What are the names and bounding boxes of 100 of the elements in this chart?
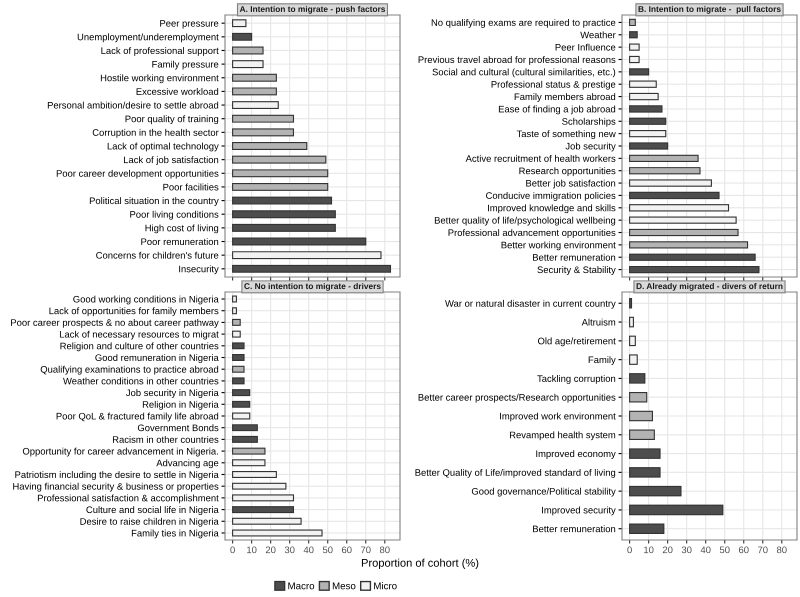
bar bbox=[232, 224, 336, 232]
y-tick-label: Previous travel abroad for professional reasons bbox=[418, 56, 616, 65]
bar bbox=[232, 46, 264, 54]
bar bbox=[232, 389, 250, 396]
y-tick-label: Corruption in the health sector bbox=[92, 128, 219, 138]
x-tick-label: 40 bbox=[304, 546, 314, 554]
bar bbox=[232, 114, 294, 123]
bar bbox=[629, 142, 668, 150]
y-tick-label: Patriotism including the desire to settle in Nigeria bbox=[15, 471, 219, 480]
y-tick-label: Improved economy bbox=[536, 450, 616, 459]
y-tick-label: Poor living conditions bbox=[130, 210, 218, 220]
x-tick-label: 50 bbox=[720, 546, 730, 554]
bar bbox=[232, 142, 308, 150]
bar bbox=[232, 377, 245, 384]
y-tick-label: Scholarships bbox=[562, 118, 616, 127]
x-tick-label: 80 bbox=[380, 546, 390, 554]
bar bbox=[232, 318, 241, 326]
y-tick-label: Unemployment/underemployment bbox=[78, 33, 219, 42]
bar bbox=[232, 196, 332, 205]
bar bbox=[629, 241, 748, 249]
bar bbox=[629, 254, 756, 261]
y-tick-label: Tackling corruption bbox=[537, 375, 616, 384]
y-tick-label: Ease of finding a job abroad bbox=[498, 106, 616, 114]
x-tick-label: 10 bbox=[247, 546, 257, 554]
x-tick-label: 70 bbox=[360, 546, 371, 554]
y-tick-label: Opportunity for career advancement in Nigeria. bbox=[22, 448, 218, 456]
chart-title: A. Intention to migrate - push factors bbox=[240, 6, 386, 14]
y-tick-label: Family pressure bbox=[152, 60, 218, 70]
x-tick-label: 0 bbox=[627, 546, 632, 554]
bar bbox=[629, 523, 664, 534]
y-tick-label: Poor quality of training bbox=[126, 115, 218, 124]
y-tick-label: Better quality of life/psychological wellbeing bbox=[434, 216, 616, 226]
legend-label: Macro bbox=[288, 582, 314, 590]
y-tick-label: Family ties in Nigeria bbox=[132, 530, 219, 538]
bar bbox=[629, 448, 661, 459]
y-tick-label: Improved work environment bbox=[500, 412, 616, 422]
y-tick-label: Lack of professional support bbox=[101, 47, 219, 56]
x-tick-label: 30 bbox=[284, 546, 295, 554]
bar bbox=[629, 430, 655, 440]
y-tick-label: War or natural disaster in current country bbox=[445, 300, 616, 309]
y-tick-label: Family bbox=[588, 356, 616, 366]
y-tick-label: Professional advancement opportunities bbox=[448, 229, 616, 238]
y-tick-label: Racism in other countries bbox=[112, 436, 218, 443]
y-tick-label: Government Bonds bbox=[138, 424, 218, 432]
bar bbox=[629, 68, 650, 76]
chart-title: C. No intention to migrate - drivers bbox=[244, 282, 381, 291]
y-tick-label: Family members abroad bbox=[514, 93, 616, 102]
bar bbox=[629, 167, 701, 174]
x-tick-label: 0 bbox=[230, 546, 235, 554]
bar bbox=[629, 410, 653, 422]
y-tick-label: Better remuneration bbox=[533, 254, 616, 261]
y-tick-label: Weather conditions in other countries bbox=[63, 377, 218, 384]
y-tick-label: Research opportunities bbox=[519, 167, 616, 176]
y-tick-label: No qualifying exams are required to practice bbox=[432, 18, 616, 28]
bar bbox=[232, 156, 326, 164]
y-tick-label: Lack of optimal technology bbox=[108, 142, 219, 152]
x-tick-label: 30 bbox=[682, 546, 692, 554]
y-tick-label: Religion and culture of other countries bbox=[60, 342, 218, 352]
x-tick-label: 10 bbox=[644, 546, 654, 554]
y-tick-label: Having financial security & business or properties bbox=[13, 482, 218, 492]
y-tick-label: Poor career development opportunities bbox=[56, 170, 218, 179]
bar bbox=[232, 182, 328, 191]
y-tick-label: Good governance/Political stability bbox=[472, 488, 616, 497]
y-tick-label: Poor QoL & fractured family life abroad bbox=[56, 412, 218, 422]
x-tick-label: 40 bbox=[700, 546, 711, 554]
y-tick-label: Improved security bbox=[542, 506, 616, 516]
y-tick-label: Poor facilities bbox=[163, 184, 218, 190]
y-tick-label: Poor remuneration bbox=[141, 238, 218, 246]
x-tick-label: 20 bbox=[266, 546, 276, 554]
y-tick-label: Job security in Nigeria bbox=[126, 389, 219, 398]
y-tick-label: Concerns for children's future bbox=[96, 252, 218, 259]
bar bbox=[232, 342, 245, 350]
y-tick-label: Peer Influence bbox=[556, 44, 616, 51]
bar bbox=[629, 228, 739, 236]
legend-label: Meso bbox=[332, 582, 356, 590]
y-tick-label: Active recruitment of health workers bbox=[466, 154, 616, 162]
y-tick-label: Improved knowledge and skills bbox=[488, 204, 616, 214]
bar bbox=[629, 105, 662, 113]
y-tick-label: Lack of necessary resources to migrat bbox=[60, 330, 219, 340]
y-tick-label: Taste of something new bbox=[516, 130, 616, 140]
bar bbox=[232, 366, 245, 373]
bar bbox=[629, 467, 661, 478]
y-tick-label: Hostile working environment bbox=[100, 74, 219, 84]
y-tick-label: Better working environment bbox=[502, 241, 616, 250]
bar bbox=[232, 448, 266, 455]
bar bbox=[629, 504, 724, 516]
bar bbox=[232, 354, 245, 361]
y-tick-label: Advancing age bbox=[156, 459, 218, 468]
y-tick-label: Poor career prospects & no about career pathway bbox=[11, 318, 219, 328]
y-tick-label: Lack of opportunities for family members bbox=[49, 307, 218, 316]
bar bbox=[232, 264, 392, 273]
bar bbox=[232, 424, 258, 432]
bar bbox=[232, 400, 250, 408]
y-tick-label: Better Quality of Life/improved standard of living bbox=[415, 468, 616, 478]
chart-title: D. Already migrated - divers of return bbox=[636, 282, 782, 291]
y-tick-label: Professional satisfaction & accomplishment bbox=[38, 494, 219, 504]
y-tick-label: Political situation in the country bbox=[90, 197, 219, 206]
x-tick-label: 60 bbox=[342, 546, 352, 554]
bar bbox=[232, 169, 328, 178]
x-axis-title: Proportion of cohort (%) bbox=[362, 558, 478, 569]
